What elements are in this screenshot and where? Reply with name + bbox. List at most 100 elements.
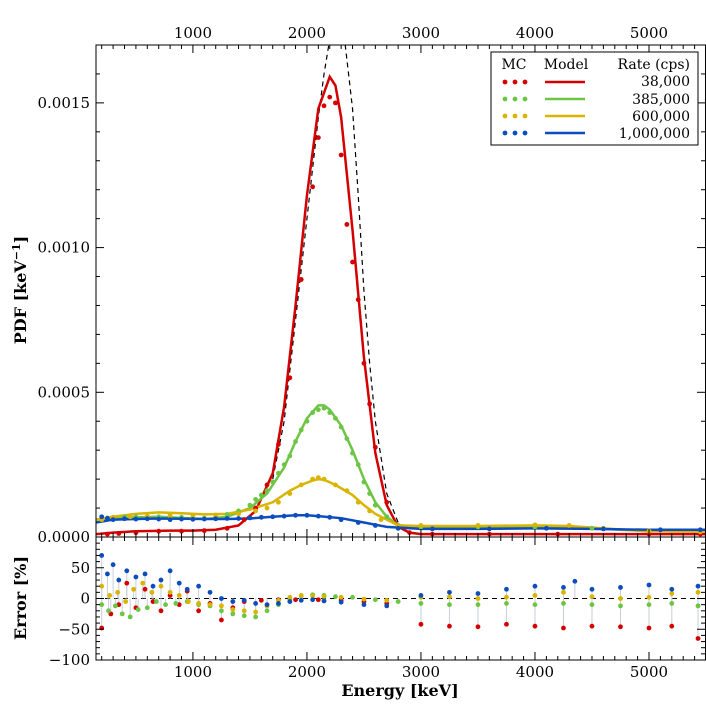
error-point-4-34 xyxy=(572,578,578,584)
error-point-4-14 xyxy=(207,589,213,595)
top-y-tick-label: 0.0010 xyxy=(38,239,91,257)
mc-point-4-23 xyxy=(338,517,344,523)
mc-point-2-26 xyxy=(315,407,321,413)
energy-axis-label: Energy [keV] xyxy=(341,681,458,700)
error-point-4-10 xyxy=(167,568,173,574)
mc-point-3-24 xyxy=(475,523,481,528)
mc-point-2-23 xyxy=(298,427,304,433)
legend-mc-marker-4 xyxy=(512,130,518,136)
mc-point-4-1 xyxy=(99,514,105,520)
error-point-3-20 xyxy=(287,594,293,600)
legend-mc-marker-1 xyxy=(512,79,518,85)
mc-point-2-28 xyxy=(327,410,333,415)
mc-point-3-23 xyxy=(418,523,424,528)
mc-point-3-17 xyxy=(333,482,338,488)
mc-point-2-24 xyxy=(304,418,310,424)
error-point-4-25 xyxy=(338,599,344,605)
mc-point-2-25 xyxy=(310,410,316,415)
error-point-1-26 xyxy=(475,624,481,630)
error-point-4-3 xyxy=(110,562,116,568)
mc-point-1-2 xyxy=(116,531,122,536)
error-point-1-19 xyxy=(293,597,298,603)
mc-point-1-19 xyxy=(338,152,344,158)
error-point-4-24 xyxy=(321,598,327,604)
legend-mc-marker-2 xyxy=(502,96,508,102)
mc-point-3-6 xyxy=(190,513,196,518)
mc-point-4-3 xyxy=(110,517,116,523)
mc-point-2-19 xyxy=(276,470,281,476)
mc-point-2-29 xyxy=(333,415,338,421)
pdf-axis-label: PDF [keV−1] xyxy=(10,236,30,345)
mc-point-1-14 xyxy=(310,184,316,190)
mc-point-4-7 xyxy=(156,516,162,522)
legend-mc-marker-4 xyxy=(502,130,508,136)
mc-point-2-18 xyxy=(270,479,276,485)
top-y-tick-label: 0.0000 xyxy=(38,528,91,546)
error-point-1-17 xyxy=(258,597,264,603)
error-point-4-38 xyxy=(669,586,675,592)
top-y-tick-label: 0.0005 xyxy=(38,383,91,401)
legend-header-model: Model xyxy=(544,57,589,73)
mc-point-2-12 xyxy=(224,512,230,517)
error-point-3-12 xyxy=(196,601,202,606)
error-point-2-4 xyxy=(119,611,125,617)
error-point-2-37 xyxy=(669,601,675,606)
mc-point-1-24 xyxy=(367,401,373,407)
error-point-2-14 xyxy=(219,608,224,614)
mc-point-2-22 xyxy=(293,439,298,444)
mc-point-1-22 xyxy=(355,297,361,303)
error-point-2-36 xyxy=(646,602,652,608)
mc-point-4-8 xyxy=(167,517,173,523)
mc-point-2-21 xyxy=(287,453,293,459)
error-point-1-34 xyxy=(695,636,701,641)
error-point-3-21 xyxy=(298,593,304,598)
mc-point-3-18 xyxy=(344,488,350,494)
bottom-x-tick-label: 4000 xyxy=(516,663,554,681)
mc-point-4-11 xyxy=(201,516,207,522)
error-point-4-26 xyxy=(361,602,367,608)
error-point-3-2 xyxy=(107,593,113,598)
error-point-4-29 xyxy=(447,589,452,595)
error-point-4-15 xyxy=(219,596,224,601)
mc-point-4-12 xyxy=(213,516,219,522)
error-point-1-32 xyxy=(646,625,652,631)
error-point-3-23 xyxy=(321,594,327,600)
error-point-2-9 xyxy=(163,602,168,608)
mc-point-3-5 xyxy=(167,512,173,518)
mc-point-4-28 xyxy=(486,526,492,532)
error-point-2-2 xyxy=(106,608,111,614)
error-point-1-31 xyxy=(618,624,623,630)
mc-point-2-31 xyxy=(344,436,350,441)
mc-point-4-5 xyxy=(133,516,139,522)
error-point-3-1 xyxy=(99,583,105,589)
mc-point-1-6 xyxy=(201,528,207,534)
error-point-1-27 xyxy=(504,621,509,627)
error-point-2-24 xyxy=(333,594,338,600)
legend-mc-marker-3 xyxy=(522,113,528,119)
error-point-1-6 xyxy=(142,586,148,592)
mc-point-4-25 xyxy=(372,523,378,528)
error-point-4-20 xyxy=(276,601,281,606)
legend-mc-marker-1 xyxy=(522,79,528,85)
mc-point-1-12 xyxy=(287,375,293,381)
error-point-3-37 xyxy=(695,589,701,595)
mc-point-1-5 xyxy=(179,528,184,534)
mc-point-2-30 xyxy=(338,424,344,430)
error-point-4-37 xyxy=(646,582,652,588)
mc-point-4-18 xyxy=(281,513,287,519)
error-point-3-30 xyxy=(504,594,509,600)
mc-point-1-23 xyxy=(361,360,367,366)
error-point-1-25 xyxy=(447,623,452,629)
mc-point-2-15 xyxy=(253,496,259,502)
legend: MC Model Rate (cps) 38,000 385,000 600,0… xyxy=(490,51,699,146)
error-point-4-6 xyxy=(133,574,139,580)
error-point-4-35 xyxy=(589,586,595,592)
bottom-y-tick-label: 0 xyxy=(80,590,90,608)
mc-point-4-22 xyxy=(327,514,333,520)
error-point-4-7 xyxy=(142,571,148,577)
top-x-tick-label: 1000 xyxy=(174,24,212,42)
mc-point-4-14 xyxy=(236,516,241,521)
bottom-y-tick-label: −100 xyxy=(49,651,90,669)
mc-point-1-26 xyxy=(384,499,390,505)
error-point-3-31 xyxy=(532,593,538,598)
